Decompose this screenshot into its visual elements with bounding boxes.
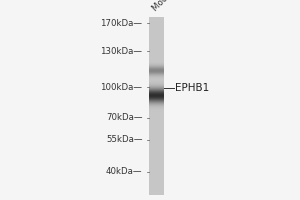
Text: 170kDa—: 170kDa— xyxy=(100,19,142,27)
Text: Mouse kidney: Mouse kidney xyxy=(150,0,199,13)
Text: 40kDa—: 40kDa— xyxy=(106,168,142,176)
Text: EPHB1: EPHB1 xyxy=(176,83,210,93)
Text: 100kDa—: 100kDa— xyxy=(100,82,142,92)
Text: 70kDa—: 70kDa— xyxy=(106,114,142,122)
Text: 55kDa—: 55kDa— xyxy=(106,136,142,144)
Text: 130kDa—: 130kDa— xyxy=(100,46,142,55)
